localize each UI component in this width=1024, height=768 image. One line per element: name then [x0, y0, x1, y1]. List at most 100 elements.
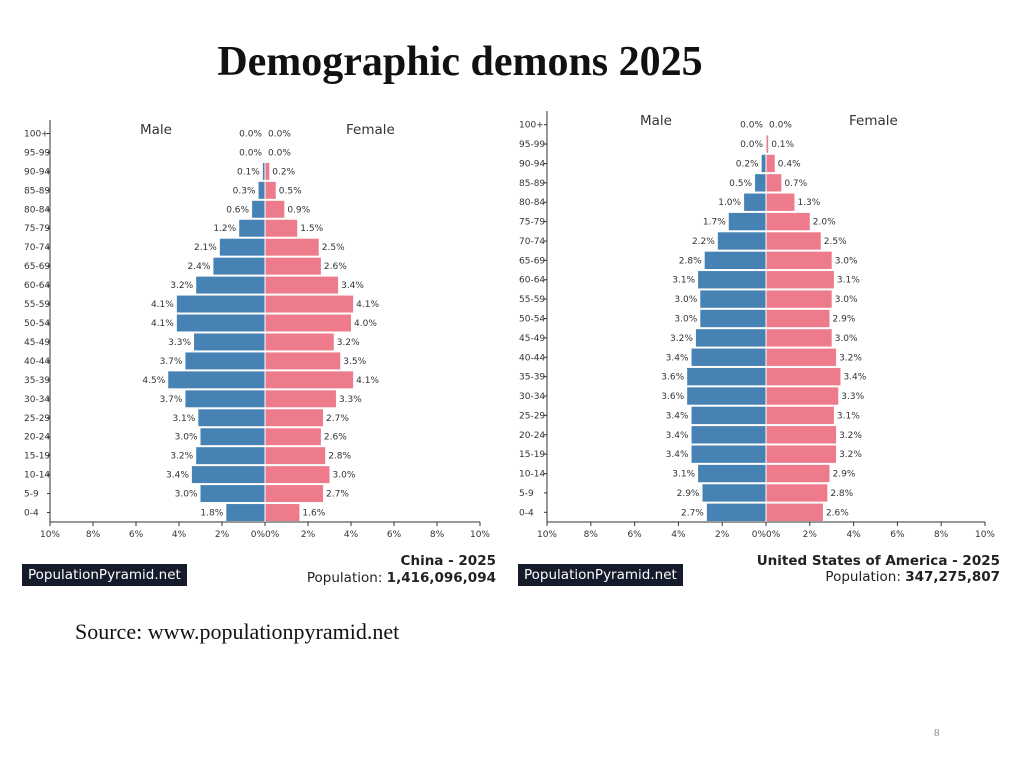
age-group-label: 15-19 — [519, 450, 545, 460]
age-group-label: 85-89 — [24, 186, 50, 196]
female-bar — [766, 387, 839, 405]
female-bar — [265, 295, 354, 313]
female-value-label: 3.0% — [835, 295, 858, 305]
male-value-label: 3.3% — [168, 338, 191, 348]
female-bar — [766, 193, 795, 211]
female-bar — [766, 174, 782, 192]
age-group-label: 35-39 — [24, 376, 50, 386]
female-value-label: 2.6% — [324, 262, 347, 272]
female-bar — [766, 348, 837, 366]
china-pyramid-chart: Male Female 100+ 0.0% 0.0% 95-99 0.0% 0.0% 90-94… — [24, 120, 490, 540]
age-group-label: 10-14 — [24, 471, 50, 481]
age-group-label: 5-9 — [519, 489, 534, 499]
usa-population-line: Population: 347,275,807 — [825, 569, 1000, 585]
male-bar — [176, 295, 265, 313]
female-value-label: 3.5% — [343, 357, 366, 367]
male-value-label: 2.2% — [692, 237, 715, 247]
x-tick-label: 8% — [430, 530, 445, 540]
age-group-label: 40-44 — [519, 353, 545, 363]
age-group-label: 60-64 — [24, 281, 50, 291]
age-group-label: 45-49 — [519, 334, 545, 344]
age-group-label: 25-29 — [24, 414, 50, 424]
female-value-label: 4.1% — [356, 376, 379, 386]
male-bar — [262, 162, 265, 180]
male-bar — [691, 426, 766, 444]
male-value-label: 3.0% — [674, 315, 697, 325]
china-country-label: China - 2025 — [400, 553, 496, 569]
female-value-label: 2.6% — [826, 508, 849, 518]
female-value-label: 2.5% — [824, 237, 847, 247]
male-bar — [200, 485, 265, 503]
age-group-label: 0-4 — [24, 509, 39, 519]
age-group-label: 70-74 — [24, 243, 50, 253]
female-bar — [265, 333, 334, 351]
male-value-label: 0.2% — [736, 159, 759, 169]
populationpyramid-brand-badge[interactable]: PopulationPyramid.net — [518, 564, 683, 586]
female-value-label: 0.9% — [287, 205, 310, 215]
x-tick-label: 8% — [934, 530, 949, 540]
population-label: Population: — [306, 570, 383, 586]
female-value-label: 4.0% — [354, 319, 377, 329]
male-value-label: 0.5% — [729, 179, 752, 189]
male-value-label: 0.0% — [740, 140, 763, 150]
x-tick-label: 10% — [537, 530, 557, 540]
male-bar — [744, 193, 766, 211]
male-bar — [755, 174, 766, 192]
x-tick-label: 0% — [752, 530, 767, 540]
age-group-label: 90-94 — [24, 167, 50, 177]
female-value-label: 0.0% — [268, 129, 291, 139]
male-value-label: 0.0% — [239, 148, 262, 158]
female-value-label: 1.5% — [300, 224, 323, 234]
male-bar — [252, 200, 265, 218]
x-tick-label: 4% — [846, 530, 861, 540]
age-group-label: 80-84 — [24, 205, 50, 215]
age-group-label: 100+ — [24, 129, 49, 139]
female-bar — [766, 426, 837, 444]
male-value-label: 2.8% — [679, 256, 702, 266]
female-bar — [265, 485, 324, 503]
female-value-label: 0.2% — [272, 167, 295, 177]
male-value-label: 3.0% — [175, 490, 198, 500]
female-value-label: 3.2% — [337, 338, 360, 348]
female-value-label: 2.9% — [833, 470, 856, 480]
age-group-label: 55-59 — [519, 295, 545, 305]
age-group-label: 35-39 — [519, 373, 545, 383]
x-tick-label: 4% — [344, 530, 359, 540]
male-value-label: 3.4% — [666, 411, 689, 421]
age-group-label: 20-24 — [24, 433, 50, 443]
female-bar — [766, 309, 830, 328]
male-value-label: 0.6% — [226, 205, 249, 215]
male-value-label: 0.1% — [237, 167, 260, 177]
usa-country-label: United States of America - 2025 — [756, 553, 1000, 569]
male-value-label: 2.9% — [677, 489, 700, 499]
age-group-label: 50-54 — [24, 319, 50, 329]
female-bar — [265, 504, 300, 521]
slide-title: Demographic demons 2025 — [217, 39, 703, 85]
male-bar — [704, 251, 766, 270]
male-bar — [198, 409, 265, 427]
female-bar — [265, 428, 321, 446]
female-value-label: 0.5% — [279, 186, 302, 196]
age-group-label: 15-19 — [24, 452, 50, 462]
x-tick-label: 6% — [890, 530, 905, 540]
male-bar — [168, 371, 265, 389]
female-bar — [265, 276, 339, 294]
populationpyramid-brand-badge[interactable]: PopulationPyramid.net — [22, 564, 187, 586]
age-group-label: 60-64 — [519, 276, 545, 286]
age-group-label: 100+ — [519, 121, 544, 131]
age-group-label: 90-94 — [519, 159, 545, 169]
male-bar — [196, 276, 265, 294]
female-bar — [766, 406, 834, 425]
male-value-label: 3.0% — [175, 433, 198, 443]
male-value-label: 4.1% — [151, 300, 174, 310]
male-bar — [761, 154, 766, 173]
male-value-label: 1.0% — [718, 198, 741, 208]
male-value-label: 2.1% — [194, 243, 217, 253]
male-bar — [200, 428, 265, 446]
age-group-label: 85-89 — [519, 179, 545, 189]
usa-pyramid-panel: Male Female 100+ 0.0% 0.0% 95-99 0.0% 0.1% 90-94… — [515, 105, 1005, 590]
x-tick-label: 4% — [172, 530, 187, 540]
male-value-label: 3.0% — [674, 295, 697, 305]
female-value-label: 2.6% — [324, 433, 347, 443]
male-value-label: 3.2% — [170, 281, 193, 291]
